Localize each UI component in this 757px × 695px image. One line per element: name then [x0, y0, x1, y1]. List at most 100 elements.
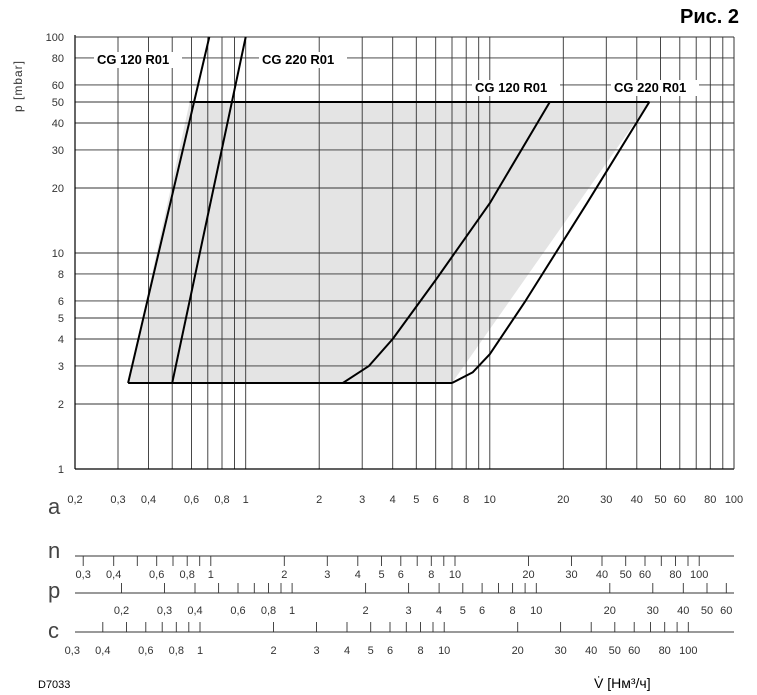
scale-tick-label: 2: [270, 645, 276, 657]
scale-tick-label: 0,6: [138, 645, 153, 657]
scale-tick-label: 2: [363, 605, 369, 617]
scale-tick-label: 30: [600, 494, 612, 506]
series-label-2: CG 220 R01: [262, 52, 334, 67]
y-tick-label: 60: [52, 80, 64, 92]
scale-tick-label: 20: [557, 494, 569, 506]
y-tick-label: 20: [52, 183, 64, 195]
x-scale-c: c 0,3 0,4 0,6 0,8 1 2 3 4 5 6 8 10 20 30 40 50 60 80 100: [48, 618, 734, 657]
scale-tick-label: 50: [609, 645, 621, 657]
scale-tick-label: 20: [512, 645, 524, 657]
y-tick-label: 6: [58, 296, 64, 308]
y-tick-label: 8: [58, 269, 64, 281]
scale-tick-label: 2: [316, 494, 322, 506]
y-tick-label: 3: [58, 361, 64, 373]
scale-tick-label: 30: [554, 645, 566, 657]
series-curve-1: [127, 36, 211, 384]
series-label-background: [472, 80, 560, 96]
scale-tick-label: 8: [463, 494, 469, 506]
series-label-background: [259, 52, 347, 68]
scale-tick-label: 60: [674, 494, 686, 506]
scale-tick-label: 8: [428, 569, 434, 581]
series-label-4: CG 220 R01: [614, 80, 686, 95]
scale-tick-label: 30: [565, 569, 577, 581]
scale-tick-label: 0,8: [261, 605, 276, 617]
series-curve-2: [171, 36, 247, 384]
scale-tick-label: 5: [413, 494, 419, 506]
y-tick-label: 10: [52, 248, 64, 260]
scale-tick-label: 5: [368, 645, 374, 657]
scale-tick-label: 0,3: [65, 645, 80, 657]
scale-tick-label: 1: [208, 569, 214, 581]
operating-range-area: [128, 102, 650, 383]
scale-tick-label: 10: [438, 645, 450, 657]
y-tick-label: 4: [58, 334, 64, 346]
scale-tick-label: 0,6: [184, 494, 199, 506]
scale-tick-label: 0,2: [114, 605, 129, 617]
scale-tick-label: 3: [359, 494, 365, 506]
scale-tick-label: 80: [659, 645, 671, 657]
scale-tick-label: 5: [460, 605, 466, 617]
scale-tick-label: 4: [436, 605, 442, 617]
series-label-3: CG 120 R01: [475, 80, 547, 95]
scale-tick-label: 2: [281, 569, 287, 581]
scale-letter-n: n: [48, 538, 60, 563]
scale-tick-label: 50: [701, 605, 713, 617]
scale-tick-label: 4: [344, 645, 350, 657]
scale-tick-label: 0,2: [67, 494, 82, 506]
scale-tick-label: 40: [585, 645, 597, 657]
scale-tick-label: 1: [243, 494, 249, 506]
scale-tick-label: 40: [677, 605, 689, 617]
scale-tick-label: 0,3: [110, 494, 125, 506]
scale-tick-label: 10: [449, 569, 461, 581]
series-label-background: [611, 80, 699, 96]
scale-tick-label: 40: [596, 569, 608, 581]
scale-tick-label: 0,4: [187, 605, 202, 617]
scale-tick-label: 0,8: [214, 494, 229, 506]
scale-tick-label: 80: [704, 494, 716, 506]
x-scale-p: p 0,2 0,3 0,4 0,6 0,8 1 2 3 4 5 6 8 10 20 30 40 50 60: [48, 578, 734, 617]
x-scale-a: a 0,2 0,3 0,4 0,6 0,8 1 2 3 4 5 6 8 10 20 30 40 50 60 80 100: [48, 494, 743, 519]
scale-tick-label: 8: [417, 645, 423, 657]
scale-tick-label: 3: [406, 605, 412, 617]
series-curve-4: [451, 101, 651, 384]
scale-tick-label: 20: [522, 569, 534, 581]
y-tick-label: 30: [52, 145, 64, 157]
scale-tick-label: 0,6: [149, 569, 164, 581]
scale-tick-label: 3: [313, 645, 319, 657]
scale-tick-label: 6: [387, 645, 393, 657]
scale-tick-label: 4: [355, 569, 361, 581]
scale-tick-label: 0,8: [169, 645, 184, 657]
scale-tick-label: 8: [510, 605, 516, 617]
scale-tick-label: 0,8: [180, 569, 195, 581]
scale-tick-label: 80: [669, 569, 681, 581]
y-tick-label: 2: [58, 399, 64, 411]
x-scale-n: n 0,3 0,4 0,6 0,8 1 2 3 4 5 6 8 10 20 30 40 50 60 80 100: [48, 538, 734, 581]
scale-tick-label: 60: [639, 569, 651, 581]
scale-letter-c: c: [48, 618, 59, 643]
scale-tick-label: 0,3: [76, 569, 91, 581]
x-axis-title: V̇ [Нм³/ч]: [594, 675, 651, 691]
scale-letter-p: p: [48, 578, 60, 603]
scale-tick-label: 4: [390, 494, 396, 506]
scale-tick-label: 20: [604, 605, 616, 617]
scale-tick-label: 6: [479, 605, 485, 617]
series-label-1: CG 120 R01: [97, 52, 169, 67]
scale-tick-label: 0,3: [157, 605, 172, 617]
series-curve-3: [342, 101, 551, 384]
scale-tick-label: 60: [720, 605, 732, 617]
scale-tick-label: 10: [530, 605, 542, 617]
scale-letter-a: a: [48, 494, 61, 519]
scale-tick-label: 0,4: [106, 569, 121, 581]
drawing-code: D7033: [38, 679, 71, 691]
scale-tick-label: 50: [654, 494, 666, 506]
scale-tick-label: 40: [631, 494, 643, 506]
scale-tick-label: 0,4: [95, 645, 110, 657]
scale-tick-label: 100: [679, 645, 697, 657]
y-tick-label: 100: [46, 32, 64, 44]
scale-tick-label: 5: [378, 569, 384, 581]
y-tick-label: 40: [52, 118, 64, 130]
y-tick-label: 50: [52, 97, 64, 109]
figure-title: Рис. 2: [680, 6, 739, 28]
y-tick-label: 80: [52, 53, 64, 65]
